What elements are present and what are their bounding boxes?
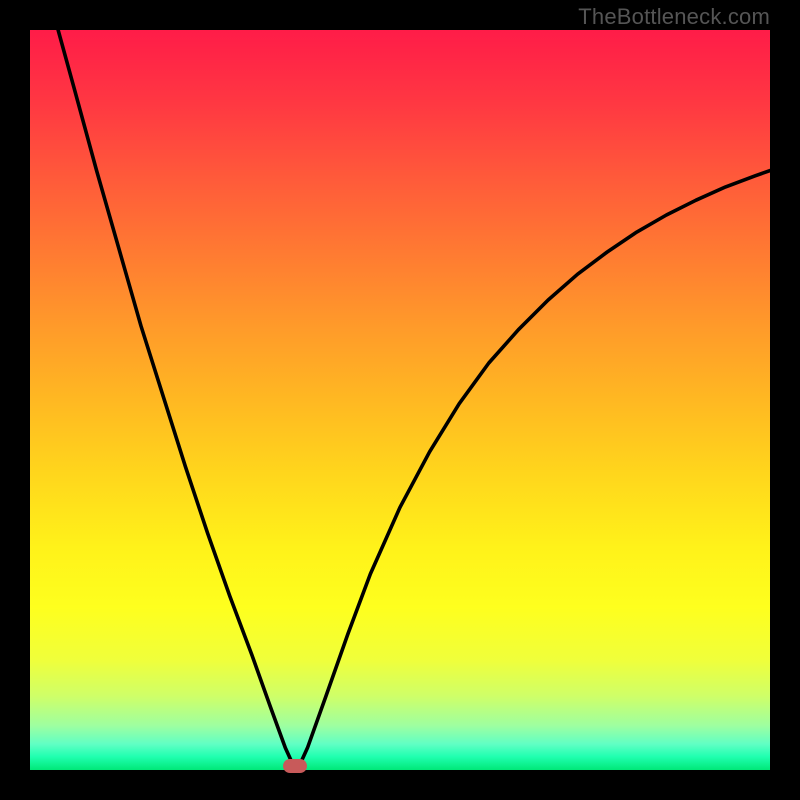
watermark-text: TheBottleneck.com <box>578 4 770 30</box>
chart-plot-area <box>30 30 770 770</box>
chart-curve-svg <box>30 30 770 770</box>
bottleneck-curve <box>58 30 770 769</box>
optimal-point-marker <box>283 759 307 773</box>
